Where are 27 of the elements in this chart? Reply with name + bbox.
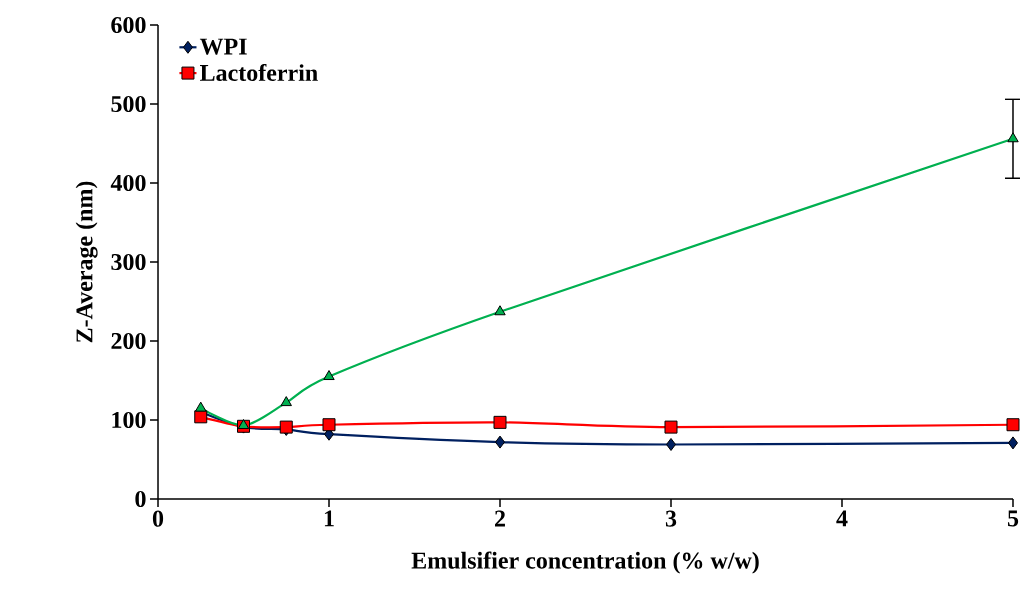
y-tick-label: 200 (111, 332, 146, 350)
x-tick-label: 0 (152, 510, 164, 527)
point (195, 401, 207, 412)
point (1006, 418, 1020, 432)
legend-label: WPI (199, 38, 247, 55)
point (323, 370, 335, 381)
x-axis-title: Emulsifier concentration (% w/w) (411, 551, 759, 574)
point (494, 305, 506, 316)
point (493, 415, 507, 429)
legend-label: Lactoferrin (199, 63, 318, 82)
x-tick-label: 4 (836, 510, 848, 527)
x-tick-label: 5 (1007, 510, 1019, 527)
y-tick-label: 0 (135, 490, 146, 508)
x-tick-label: 1 (324, 510, 334, 527)
y-tick-label: 300 (111, 253, 146, 271)
point (666, 437, 676, 451)
y-tick-label: 600 (111, 16, 146, 34)
point (280, 396, 292, 407)
y-axis-title: Z-Average (nm) (75, 181, 98, 343)
x-tick-label: 2 (495, 510, 505, 527)
y-tick-label: 400 (110, 174, 146, 192)
point (495, 435, 506, 449)
y-tick-label: 500 (111, 95, 146, 113)
y-tick-label: 100 (112, 411, 146, 429)
x-tick-label: 3 (665, 510, 677, 527)
point (664, 420, 678, 434)
point (322, 418, 336, 432)
